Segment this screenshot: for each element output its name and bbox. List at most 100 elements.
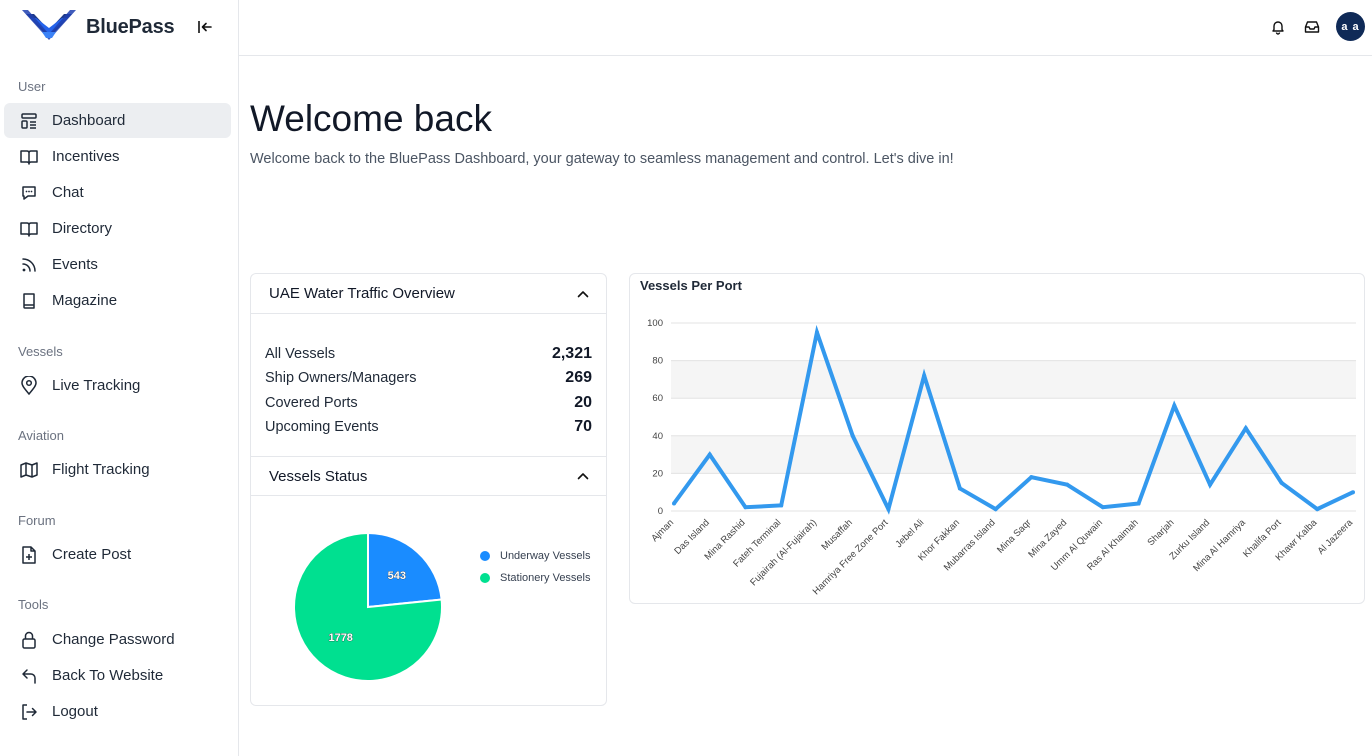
section-title-forum: Forum [18,513,56,528]
sidebar-item-label: Directory [52,220,113,237]
book-open-icon [18,218,40,240]
data-point[interactable] [1136,501,1141,506]
stat-label: Covered Ports [265,395,358,411]
collapse-sidebar-button[interactable] [195,17,215,37]
pie-data-label: 543 [388,570,406,582]
sidebar-item-live-tracking[interactable]: Live Tracking [4,368,231,403]
data-point[interactable] [922,373,927,378]
data-point[interactable] [1279,480,1284,485]
map-icon [18,459,40,481]
stat-row: All Vessels 2,321 [265,342,592,366]
notifications-button[interactable] [1268,17,1288,37]
y-tick-label: 100 [647,318,663,329]
brand-name: BluePass [86,15,175,38]
stat-value: 20 [574,394,592,411]
stat-label: All Vessels [265,346,336,362]
sidebar-item-back-to-website[interactable]: Back To Website [4,658,231,693]
data-point[interactable] [1351,490,1355,495]
sidebar-item-label: Change Password [52,631,175,648]
stat-label: Ship Owners/Managers [265,370,417,386]
data-point[interactable] [779,503,784,508]
data-point[interactable] [672,501,676,506]
vessels-status-pie: 543 1778 [293,531,443,682]
y-tick-label: 80 [652,356,663,367]
x-tick-label: Al Jazeera [1316,517,1356,557]
avatar[interactable]: a a [1336,12,1365,41]
data-point[interactable] [1243,426,1248,431]
book-icon [18,290,40,312]
page-title: Welcome back [250,98,492,139]
section-title-aviation: Aviation [18,428,65,443]
chevron-up-icon [577,473,589,480]
sidebar-item-logout[interactable]: Logout [4,694,231,729]
data-point[interactable] [886,507,891,512]
sidebar-item-label: Chat [52,184,84,201]
sidebar-item-magazine[interactable]: Magazine [4,283,231,318]
data-point[interactable] [1315,507,1320,512]
stat-row: Covered Ports 20 [265,391,592,415]
inbox-icon [1304,21,1320,33]
sidebar-item-create-post[interactable]: Create Post [4,537,231,572]
legend-item-underway[interactable]: Underway Vessels [480,550,591,562]
status-header[interactable]: Vessels Status [251,456,606,496]
data-point[interactable] [814,330,819,335]
sidebar-item-label: Live Tracking [52,377,141,394]
x-tick-label: Sharjah [1146,517,1177,548]
sidebar-item-chat[interactable]: Chat [4,175,231,210]
sidebar: BluePass User Dashboard Incentives Chat … [0,0,239,756]
grid-band [671,435,1356,474]
sidebar-item-change-password[interactable]: Change Password [4,622,231,657]
chevron-up-icon [577,290,589,297]
pie-slice-0[interactable] [367,531,443,609]
chat-icon [18,182,40,204]
data-point[interactable] [1029,475,1034,480]
data-point[interactable] [1172,403,1177,408]
series-line[interactable] [672,324,1354,515]
lock-icon [18,629,40,651]
data-point[interactable] [957,486,962,491]
x-tick-label: Ajman [649,517,676,544]
sidebar-item-incentives[interactable]: Incentives [4,139,231,174]
data-point[interactable] [993,507,998,512]
page-subtitle: Welcome back to the BluePass Dashboard, … [250,151,954,167]
inbox-button[interactable] [1302,17,1322,37]
stat-value: 2,321 [551,345,592,362]
sidebar-item-label: Back To Website [52,667,164,684]
sidebar-item-dashboard[interactable]: Dashboard [4,103,231,138]
sidebar-item-label: Magazine [52,292,118,309]
y-tick-label: 20 [652,468,663,479]
sidebar-item-label: Flight Tracking [52,461,150,478]
back-arrow-icon [18,665,40,687]
water-traffic-card: UAE Water Traffic Overview All Vessels 2… [250,273,607,706]
overview-title: UAE Water Traffic Overview [269,285,455,302]
sidebar-item-flight-tracking[interactable]: Flight Tracking [4,452,231,487]
legend-label: Underway Vessels [500,550,591,562]
legend-item-stationery[interactable]: Stationery Vessels [480,572,591,584]
vessels-per-port-card: Vessels Per Port 0 20 40 60 80 100 Ajman Das Is… [629,273,1365,604]
sidebar-item-directory[interactable]: Directory [4,211,231,246]
sidebar-item-label: Dashboard [52,112,126,129]
data-point[interactable] [1208,482,1213,487]
data-point[interactable] [743,505,748,510]
sidebar-item-events[interactable]: Events [4,247,231,282]
y-tick-label: 0 [658,506,663,517]
book-open-icon [18,146,40,168]
collapse-overview-button[interactable] [576,287,590,301]
overview-header[interactable]: UAE Water Traffic Overview [251,274,606,314]
stat-row: Upcoming Events 70 [265,415,592,439]
sidebar-item-label: Incentives [52,148,120,165]
data-point[interactable] [850,433,855,438]
y-tick-label: 60 [652,393,663,404]
pie-data-label: 1778 [328,632,352,644]
file-plus-icon [18,544,40,566]
data-point[interactable] [707,452,712,457]
data-point[interactable] [1100,505,1105,510]
bluepass-logo-icon [22,8,76,47]
collapse-status-button[interactable] [576,469,590,483]
section-title-vessels: Vessels [18,344,63,359]
pie-slice-1[interactable] [293,531,443,682]
brand[interactable]: BluePass [22,8,175,47]
stat-value: 70 [574,418,592,435]
sidebar-item-label: Create Post [52,546,132,563]
data-point[interactable] [1065,482,1070,487]
